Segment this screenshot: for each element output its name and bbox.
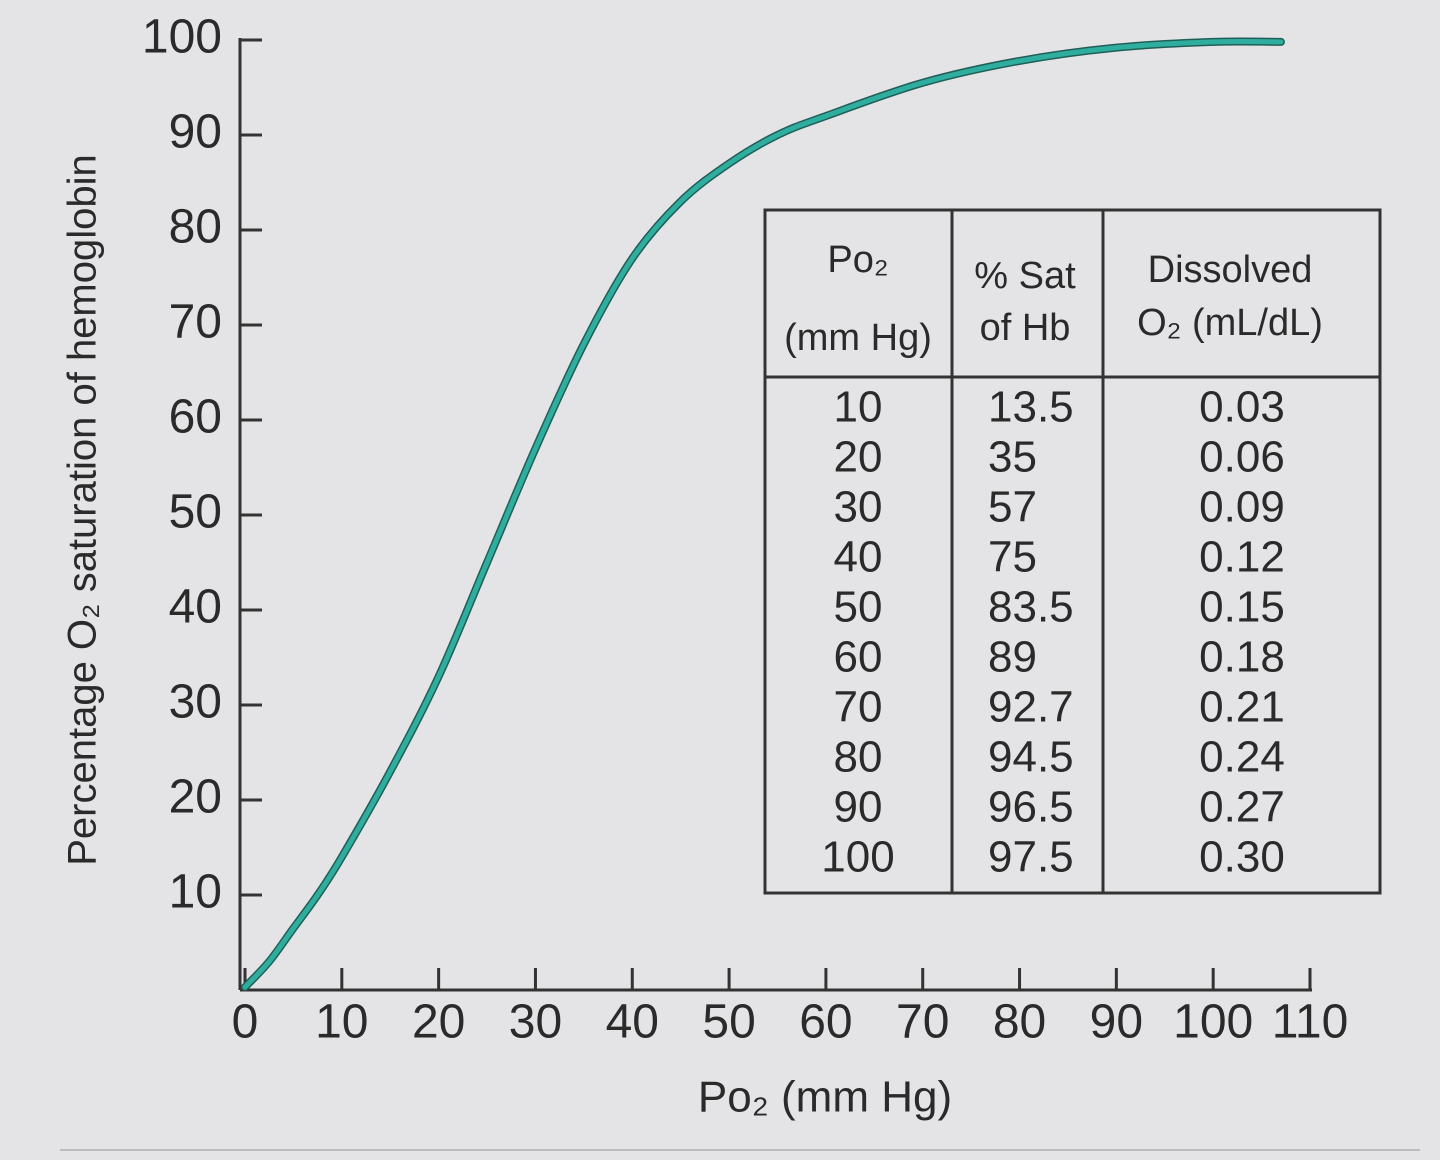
table-cell: 57 — [988, 483, 1037, 532]
y-tick-label: 10 — [169, 866, 222, 919]
table-cell: 100 — [821, 833, 894, 882]
table-cell: 0.18 — [1199, 633, 1285, 682]
x-tick-label: 10 — [315, 996, 368, 1049]
table-header: Po₂ — [827, 239, 888, 281]
table-cell: 89 — [988, 633, 1037, 682]
data-table — [763, 208, 1382, 895]
table-cell: 92.7 — [988, 683, 1074, 732]
table-cell: 10 — [834, 383, 883, 432]
table-header: of Hb — [980, 307, 1071, 349]
y-tick-label: 50 — [169, 486, 222, 539]
table-cell: 83.5 — [988, 583, 1074, 632]
table-cell: 90 — [834, 783, 883, 832]
table-cell: 40 — [834, 533, 883, 582]
table-cell: 20 — [834, 433, 883, 482]
curve — [242, 38, 1284, 990]
y-tick-label: 100 — [142, 11, 222, 64]
x-tick-label: 90 — [1090, 996, 1143, 1049]
y-tick-label: 30 — [169, 676, 222, 729]
y-tick-label: 40 — [169, 581, 222, 634]
table-cell: 13.5 — [988, 383, 1074, 432]
table-cell: 75 — [988, 533, 1037, 582]
table-cell: 0.12 — [1199, 533, 1285, 582]
x-tick-label: 80 — [993, 996, 1046, 1049]
table-border — [763, 208, 1382, 895]
table-cell: 0.27 — [1199, 783, 1285, 832]
x-tick-label: 30 — [509, 996, 562, 1049]
y-tick-label: 60 — [169, 391, 222, 444]
table-cell: 0.15 — [1199, 583, 1285, 632]
x-tick-label: 60 — [799, 996, 852, 1049]
y-tick-label: 70 — [169, 296, 222, 349]
table-cell: 0.21 — [1199, 683, 1285, 732]
table-cell: 0.03 — [1199, 383, 1285, 432]
table-cell: 60 — [834, 633, 883, 682]
table-header: O₂ (mL/dL) — [1137, 302, 1323, 344]
y-tick-label: 80 — [169, 201, 222, 254]
table-cell: 0.30 — [1199, 833, 1285, 882]
y-axis-label: Percentage O₂ saturation of hemoglobin — [61, 154, 105, 866]
table-cell: 0.09 — [1199, 483, 1285, 532]
table-header: (mm Hg) — [784, 317, 932, 359]
x-tick-label: 20 — [412, 996, 465, 1049]
table-cell: 50 — [834, 583, 883, 632]
y-tick-label: 90 — [169, 106, 222, 159]
table-header: % Sat — [974, 255, 1076, 297]
y-tick-label: 20 — [169, 771, 222, 824]
table-cell: 30 — [834, 483, 883, 532]
x-tick-label: 40 — [606, 996, 659, 1049]
table-cell: 70 — [834, 683, 883, 732]
x-tick-label: 50 — [702, 996, 755, 1049]
x-tick-label: 70 — [896, 996, 949, 1049]
x-tick-label: 110 — [1272, 996, 1349, 1049]
table-cell: 80 — [834, 733, 883, 782]
table-cell: 97.5 — [988, 833, 1074, 882]
table-cell: 94.5 — [988, 733, 1074, 782]
table-cell: 0.06 — [1199, 433, 1285, 482]
x-axis-label: Po₂ (mm Hg) — [698, 1073, 952, 1122]
table-cell: 96.5 — [988, 783, 1074, 832]
x-tick-label: 100 — [1173, 996, 1253, 1049]
table-cell: 35 — [988, 433, 1037, 482]
table-header: Dissolved — [1148, 249, 1313, 291]
x-tick-label: 0 — [232, 996, 259, 1049]
table-cell: 0.24 — [1199, 733, 1285, 782]
